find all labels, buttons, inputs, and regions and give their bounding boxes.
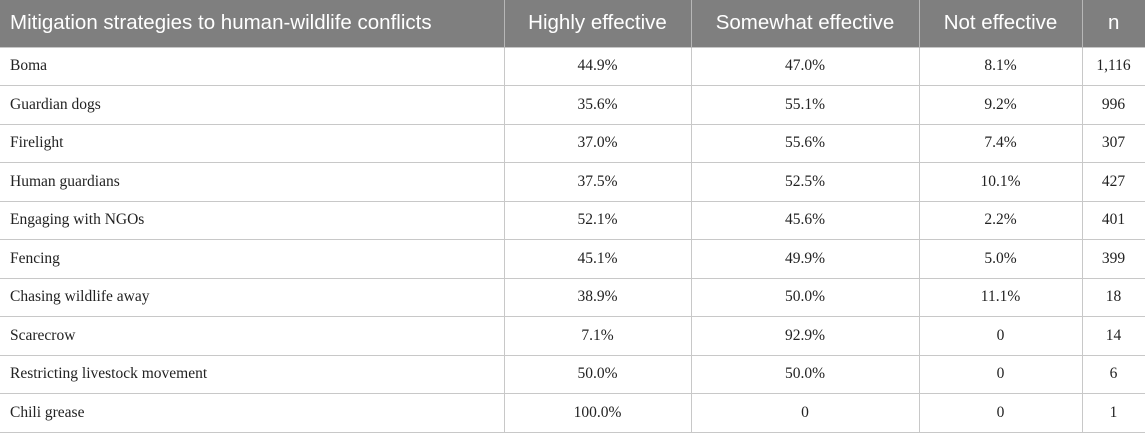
cell-strategy: Engaging with NGOs	[0, 200, 505, 240]
table-body: Boma 44.9% 47.0% 8.1% 1,116 Guardian dog…	[0, 46, 1145, 433]
cell-somewhat-effective: 52.5%	[690, 162, 920, 202]
table-row: Chasing wildlife away 38.9% 50.0% 11.1% …	[0, 277, 1145, 317]
cell-somewhat-effective: 47.0%	[690, 46, 920, 86]
header-n: n	[1081, 0, 1145, 47]
table-row: Firelight 37.0% 55.6% 7.4% 307	[0, 123, 1145, 163]
cell-not-effective: 0	[918, 393, 1083, 433]
header-highly-effective: Highly effective	[503, 0, 691, 47]
cell-n: 6	[1081, 354, 1145, 394]
cell-highly-effective: 37.0%	[503, 123, 692, 163]
cell-highly-effective: 50.0%	[503, 354, 692, 394]
table-header: Mitigation strategies to human-wildlife …	[0, 0, 1145, 47]
cell-not-effective: 8.1%	[918, 46, 1083, 86]
cell-n: 399	[1081, 239, 1145, 279]
header-strategy: Mitigation strategies to human-wildlife …	[10, 11, 432, 35]
header-not-effective: Not effective	[918, 0, 1082, 47]
cell-somewhat-effective: 50.0%	[690, 354, 920, 394]
cell-somewhat-effective: 92.9%	[690, 316, 920, 356]
cell-n: 307	[1081, 123, 1145, 163]
cell-n: 427	[1081, 162, 1145, 202]
table-row: Chili grease 100.0% 0 0 1	[0, 393, 1145, 433]
cell-somewhat-effective: 45.6%	[690, 200, 920, 240]
cell-strategy: Boma	[0, 46, 505, 86]
cell-highly-effective: 52.1%	[503, 200, 692, 240]
cell-highly-effective: 100.0%	[503, 393, 692, 433]
cell-highly-effective: 44.9%	[503, 46, 692, 86]
header-row: Mitigation strategies to human-wildlife …	[0, 0, 1145, 47]
cell-strategy: Human guardians	[0, 162, 505, 202]
cell-highly-effective: 45.1%	[503, 239, 692, 279]
cell-strategy: Scarecrow	[0, 316, 505, 356]
cell-highly-effective: 38.9%	[503, 277, 692, 317]
cell-strategy: Fencing	[0, 239, 505, 279]
table-row: Engaging with NGOs 52.1% 45.6% 2.2% 401	[0, 200, 1145, 240]
cell-somewhat-effective: 49.9%	[690, 239, 920, 279]
table-row: Guardian dogs 35.6% 55.1% 9.2% 996	[0, 85, 1145, 125]
cell-not-effective: 2.2%	[918, 200, 1083, 240]
table-row: Human guardians 37.5% 52.5% 10.1% 427	[0, 162, 1145, 202]
cell-n: 18	[1081, 277, 1145, 317]
cell-n: 401	[1081, 200, 1145, 240]
cell-n: 1	[1081, 393, 1145, 433]
cell-highly-effective: 35.6%	[503, 85, 692, 125]
cell-strategy: Chasing wildlife away	[0, 277, 505, 317]
table-row: Fencing 45.1% 49.9% 5.0% 399	[0, 239, 1145, 279]
cell-not-effective: 7.4%	[918, 123, 1083, 163]
cell-strategy: Firelight	[0, 123, 505, 163]
table-row: Boma 44.9% 47.0% 8.1% 1,116	[0, 46, 1145, 86]
cell-somewhat-effective: 55.6%	[690, 123, 920, 163]
header-somewhat-effective: Somewhat effective	[690, 0, 919, 47]
cell-not-effective: 0	[918, 316, 1083, 356]
cell-strategy: Restricting livestock movement	[0, 354, 505, 394]
cell-not-effective: 11.1%	[918, 277, 1083, 317]
cell-strategy: Chili grease	[0, 393, 505, 433]
table-row: Restricting livestock movement 50.0% 50.…	[0, 354, 1145, 394]
cell-strategy: Guardian dogs	[0, 85, 505, 125]
cell-n: 996	[1081, 85, 1145, 125]
cell-somewhat-effective: 50.0%	[690, 277, 920, 317]
cell-not-effective: 0	[918, 354, 1083, 394]
cell-not-effective: 9.2%	[918, 85, 1083, 125]
table-row: Scarecrow 7.1% 92.9% 0 14	[0, 316, 1145, 356]
cell-somewhat-effective: 55.1%	[690, 85, 920, 125]
cell-n: 14	[1081, 316, 1145, 356]
cell-highly-effective: 37.5%	[503, 162, 692, 202]
cell-not-effective: 10.1%	[918, 162, 1083, 202]
cell-n: 1,116	[1081, 46, 1145, 86]
cell-highly-effective: 7.1%	[503, 316, 692, 356]
cell-somewhat-effective: 0	[690, 393, 920, 433]
cell-not-effective: 5.0%	[918, 239, 1083, 279]
